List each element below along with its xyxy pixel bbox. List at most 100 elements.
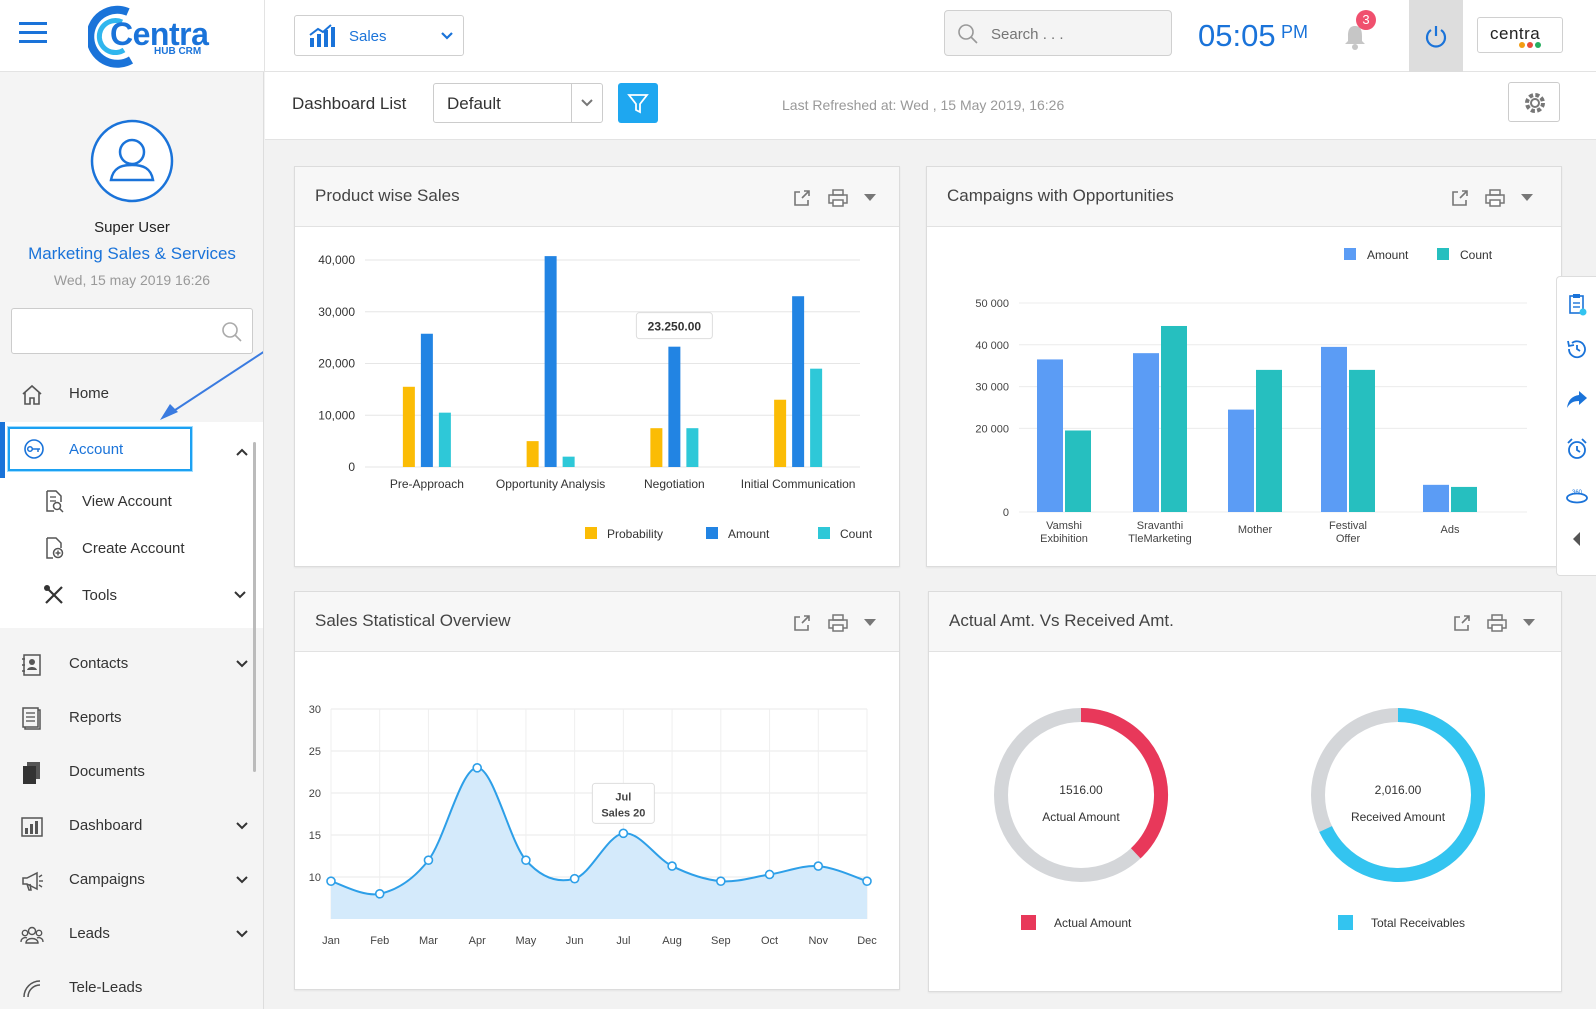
y-tick-label: 0 xyxy=(348,460,355,474)
data-point xyxy=(326,876,336,886)
card-sales-overview: Sales Statistical Overview 30 25 20 15 10 Jan… xyxy=(294,591,900,990)
legend-swatch xyxy=(1021,915,1036,930)
module-select[interactable]: Sales xyxy=(294,15,464,56)
avatar[interactable] xyxy=(89,118,175,204)
search-box[interactable] xyxy=(944,10,1172,56)
bar xyxy=(668,346,681,467)
print-icon[interactable] xyxy=(1485,189,1505,207)
x-tick-label: Oct xyxy=(761,935,778,947)
donut-arc xyxy=(1080,708,1168,859)
sidebar-item-account[interactable]: Account xyxy=(8,427,192,471)
chevron-up-icon[interactable] xyxy=(236,448,248,456)
sidebar-item-label: Campaigns xyxy=(69,871,145,888)
external-link-icon[interactable] xyxy=(793,614,811,632)
chevron-down-icon xyxy=(441,32,453,40)
top-bar: Centra HUB CRM Sales 05:05 PM 3 centra xyxy=(0,0,1596,72)
notifications-button[interactable]: 3 xyxy=(1340,10,1380,54)
external-link-icon[interactable] xyxy=(1453,614,1471,632)
brand-logo[interactable]: Centra HUB CRM xyxy=(88,2,218,68)
print-icon[interactable] xyxy=(1487,614,1507,632)
print-icon[interactable] xyxy=(828,189,848,207)
donut-label: Received Amount xyxy=(1351,810,1446,824)
x-tick-label: Sep xyxy=(711,935,731,947)
sidebar-subitem-view-account[interactable]: View Account xyxy=(0,478,250,524)
dashboard-select[interactable]: Default xyxy=(433,83,603,123)
x-tick-label: Dec xyxy=(857,935,877,947)
sidebar-scrollbar[interactable] xyxy=(253,442,256,772)
pointer-arrow xyxy=(150,346,263,426)
rotate-360-icon[interactable]: 360 xyxy=(1565,485,1589,509)
x-tick-label: Offer xyxy=(1336,533,1361,545)
caret-down-icon[interactable] xyxy=(863,618,877,628)
sidebar-item-home[interactable]: Home xyxy=(0,368,263,422)
chevron-down-icon xyxy=(234,591,246,599)
search-icon xyxy=(222,322,242,342)
sidebar-item-label: View Account xyxy=(82,493,172,510)
x-tick-label: Jul xyxy=(616,935,630,947)
donut-label: Actual Amount xyxy=(1042,810,1120,824)
caret-down-icon[interactable] xyxy=(1522,618,1536,628)
sidebar-item-label: Dashboard xyxy=(69,817,143,834)
corner-logo[interactable]: centra xyxy=(1477,17,1563,53)
sidebar-item-leads[interactable]: Leads xyxy=(0,908,263,962)
bar xyxy=(774,399,787,467)
x-tick-label: Mother xyxy=(1238,524,1273,536)
collapse-left-icon[interactable] xyxy=(1565,527,1589,551)
caret-down-icon[interactable] xyxy=(1520,193,1534,203)
external-link-icon[interactable] xyxy=(793,189,811,207)
history-icon[interactable] xyxy=(1565,337,1589,361)
sidebar-search[interactable] xyxy=(11,308,253,354)
bar xyxy=(1065,430,1091,512)
card-header: Campaigns with Opportunities xyxy=(927,167,1561,227)
caret-down-icon[interactable] xyxy=(863,193,877,203)
filter-button[interactable] xyxy=(618,83,658,123)
y-tick-label: 20 000 xyxy=(975,423,1009,435)
settings-button[interactable] xyxy=(1508,82,1560,122)
bar xyxy=(402,386,415,467)
user-org[interactable]: Marketing Sales & Services xyxy=(28,244,236,263)
tooltip-title: Jul xyxy=(615,791,631,803)
chevron-down-icon xyxy=(581,99,593,107)
hamburger-menu-icon[interactable] xyxy=(18,20,48,44)
sidebar-item-campaigns[interactable]: Campaigns xyxy=(0,854,263,908)
y-tick-label: 10,000 xyxy=(318,408,355,422)
bar xyxy=(1321,346,1347,512)
bar xyxy=(1133,353,1159,512)
megaphone-icon xyxy=(22,871,43,891)
sidebar-item-label: Tools xyxy=(82,587,118,604)
card-header: Product wise Sales xyxy=(295,167,899,227)
card-title: Product wise Sales xyxy=(315,186,460,205)
sidebar-subitem-tools[interactable]: Tools xyxy=(0,572,263,618)
clipboard-icon[interactable] xyxy=(1565,293,1589,317)
search-input[interactable] xyxy=(991,23,1161,45)
documents-icon xyxy=(23,762,40,784)
bar xyxy=(1349,369,1375,512)
x-tick-label: Negotiation xyxy=(644,477,705,491)
sidebar-subitem-create-account[interactable]: Create Account xyxy=(0,525,250,571)
reports-icon xyxy=(22,707,41,730)
alarm-icon[interactable] xyxy=(1565,437,1589,461)
sidebar-item-contacts[interactable]: Contacts xyxy=(0,638,263,692)
sidebar-item-label: Leads xyxy=(69,925,110,942)
donut-charts: 1516.00 Actual Amount Actual Amount 2,016.0… xyxy=(994,708,1485,930)
data-point xyxy=(813,861,824,871)
print-icon[interactable] xyxy=(828,614,848,632)
sidebar-item-label: Home xyxy=(69,385,110,402)
power-button[interactable] xyxy=(1409,0,1463,72)
legend-swatch xyxy=(1437,248,1449,260)
sidebar-item-tele-leads[interactable]: Tele-Leads xyxy=(0,962,263,1009)
x-tick-label: May xyxy=(516,935,537,947)
y-tick-label: 25 xyxy=(309,746,321,758)
sidebar-item-reports[interactable]: Reports xyxy=(0,692,263,746)
data-point xyxy=(667,861,677,871)
y-tick-label: 50 000 xyxy=(975,298,1009,310)
y-tick-label: 30 000 xyxy=(975,382,1009,394)
sidebar-item-dashboard[interactable]: Dashboard xyxy=(0,800,263,854)
legend-label: Count xyxy=(840,527,873,541)
legend-label: Amount xyxy=(728,527,770,541)
sidebar-item-label: Contacts xyxy=(69,655,129,672)
sidebar-item-documents[interactable]: Documents xyxy=(0,746,263,800)
x-tick-label: Vamshi xyxy=(1046,520,1082,532)
share-icon[interactable] xyxy=(1565,387,1589,411)
external-link-icon[interactable] xyxy=(1451,189,1469,207)
